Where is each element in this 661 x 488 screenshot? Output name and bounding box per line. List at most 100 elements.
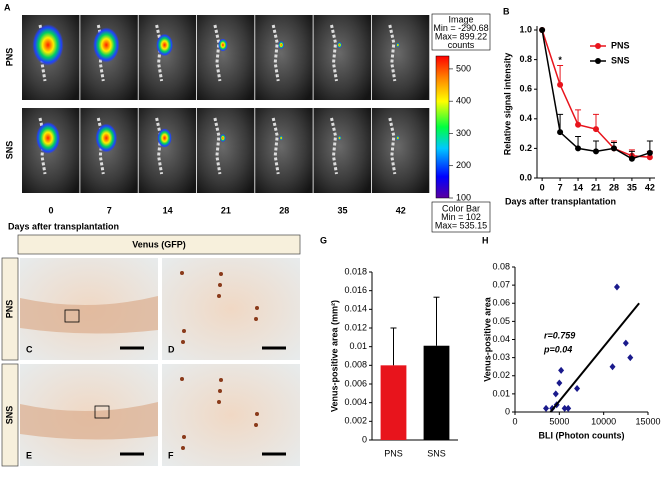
annotation: p=0.04 [543,344,572,354]
suture [155,24,164,82]
bli-signal [36,122,60,154]
y-tick-label: 0.0 [519,172,532,182]
tile-letter: C [26,344,33,354]
colorbar-label: 200 [456,160,471,170]
suture [96,24,105,82]
x-tick-label: 14 [573,182,583,192]
cell [254,423,258,427]
series-line [541,29,650,159]
info-text: counts [448,40,475,50]
bar [423,345,450,440]
point [593,148,599,155]
bli-signal [396,42,400,48]
point [593,126,599,133]
y-tick-label: 0.07 [492,280,510,290]
panel-letter: A [4,2,11,12]
error-bar [557,65,564,85]
y-tick-label: 0.004 [344,397,367,407]
day-label: 28 [279,205,289,215]
y-tick-label: 0.006 [344,378,367,388]
colorbar-label: 100 [456,192,471,202]
x-tick-label: 28 [609,182,619,192]
y-tick-label: 0.05 [492,316,510,326]
suture [388,24,397,82]
day-label: 14 [163,205,173,215]
x-axis-label: Days after transplantation [505,196,616,206]
panel-letter: B [503,6,510,16]
cell [255,412,259,416]
cell [182,329,186,333]
info-text: Image [448,14,473,24]
header-box [17,234,301,255]
header-text: Venus (GFP) [132,239,186,249]
micrograph [162,364,300,466]
y-axis-label: Relative signal intensity [502,53,512,156]
y-axis-label: Venus-positive area [482,296,492,382]
annotation: * [558,55,562,65]
point [646,149,653,156]
point [575,145,582,152]
y-tick-label: 0.01 [492,388,510,398]
cell [218,283,222,287]
x-tick-label: SNS [427,448,446,458]
row-label: PNS [4,48,14,67]
tile-letter: D [168,344,175,354]
y-tick-label: 0.2 [519,143,532,153]
point [558,366,565,374]
row-label: SNS [4,406,14,425]
info-text: Max= 899.22 [435,31,487,41]
bli-signal [279,135,284,141]
legend-marker [595,43,601,49]
y-tick-label: 0.04 [492,334,510,344]
cell [182,435,186,439]
series-line [541,29,651,160]
point [574,384,581,392]
x-tick-label: 5000 [549,416,569,426]
cell [219,272,223,276]
point [543,404,550,412]
point [627,354,634,362]
row-box [1,257,19,361]
y-tick-label: 0.016 [344,285,367,295]
legend-label: SNS [611,55,630,65]
suture [388,117,397,175]
cell [180,377,184,381]
bli-signal [32,24,64,66]
y-tick-label: 0.01 [349,341,367,351]
point [609,363,616,371]
mouse-photo [371,108,430,193]
x-tick-label: 42 [645,182,655,192]
point [628,155,635,162]
suture [271,117,280,175]
tile-letter: F [168,450,174,460]
info-text: Min = 102 [441,212,481,222]
x-tick-label: 0 [512,416,517,426]
y-tick-label: 0.002 [344,416,367,426]
point [646,154,653,161]
bli-signal [95,123,118,153]
mouse-photo [196,15,255,100]
bli-signal [396,135,400,141]
y-tick-label: 0.03 [492,352,510,362]
suture [330,117,338,175]
suture [38,24,47,82]
info-text: Min = -290.68 [433,23,488,33]
micrograph [162,258,300,360]
day-label: 7 [107,205,112,215]
panel-letter: G [320,235,327,245]
bar [380,365,407,440]
x-tick-label: 21 [591,182,601,192]
cell [217,294,221,298]
mouse-photo [313,15,371,100]
tile-letter: E [26,450,32,460]
cell [181,446,185,450]
suture [96,117,105,175]
y-tick-label: 1.0 [519,24,532,34]
colorbar-label: 400 [456,96,471,106]
days-label: Days after transplantation [8,221,119,231]
row-label: SNS [4,141,14,160]
bli-signal [278,41,285,49]
x-axis-label: BLI (Photon counts) [539,430,625,440]
x-tick-label: 0 [540,182,545,192]
x-tick-label: 10000 [591,416,616,426]
